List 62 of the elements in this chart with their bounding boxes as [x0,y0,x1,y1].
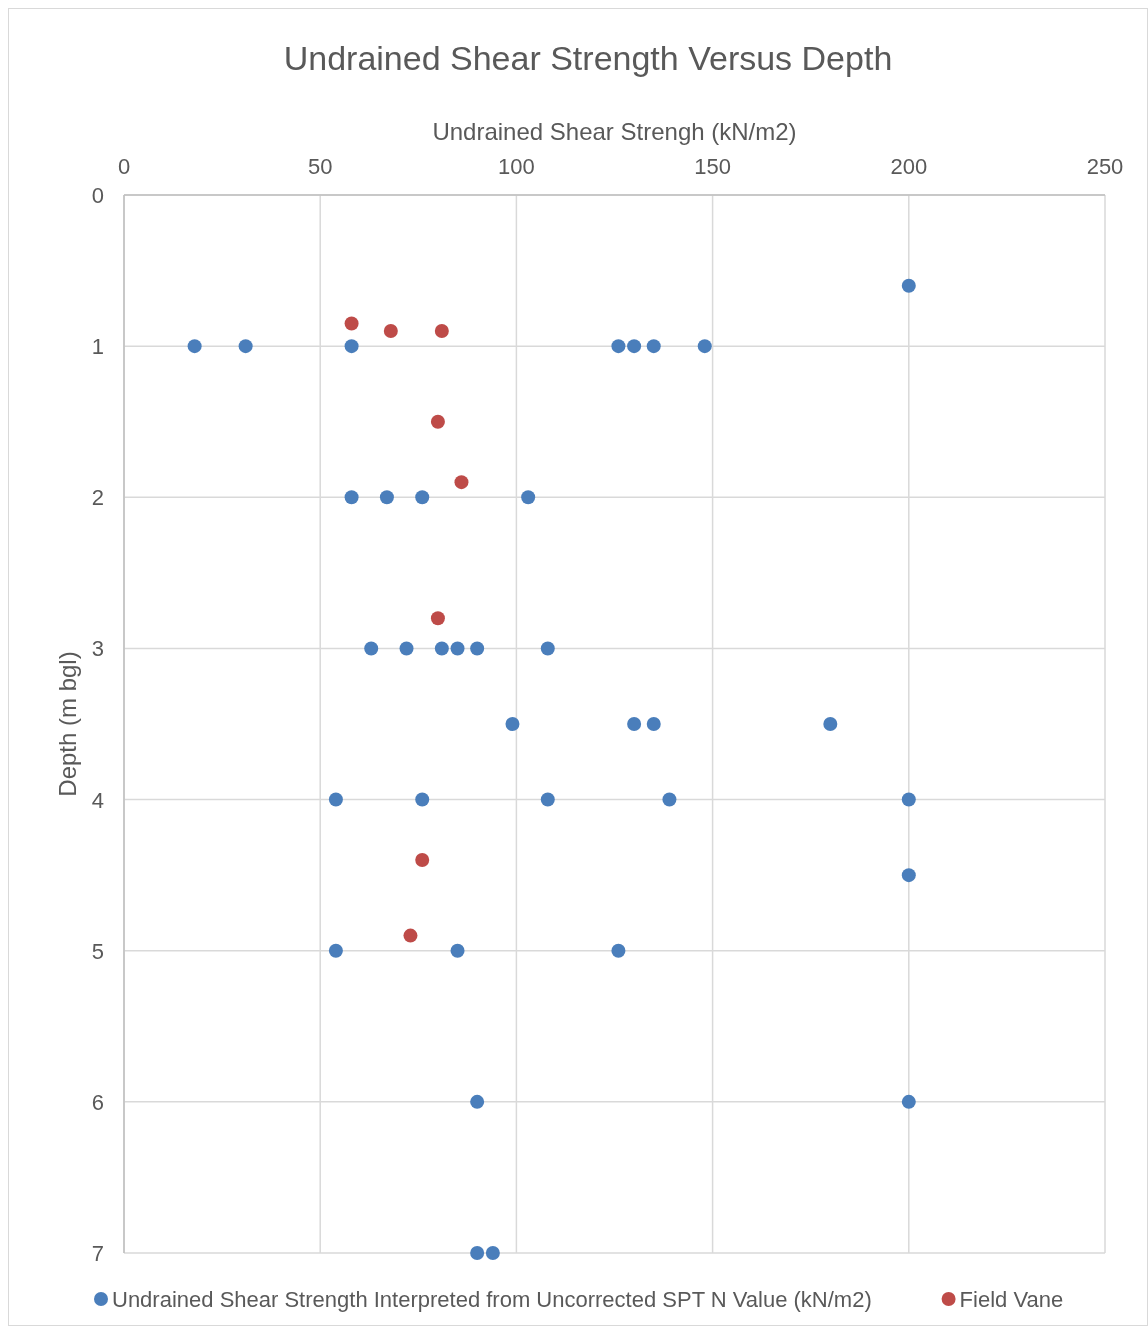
point [901,868,916,883]
point [662,792,677,807]
chart-title: Undrained Shear Strength Versus Depth [283,39,893,77]
point [470,1246,485,1260]
point [470,1094,485,1109]
point [901,792,916,807]
x-tick-label: 100 [498,154,535,179]
point [454,475,469,490]
point [611,943,626,958]
point [364,641,379,656]
point [344,316,359,331]
point [485,1246,500,1260]
point [450,943,465,958]
point [540,792,555,807]
y-tick-label: 3 [91,636,104,662]
point [627,339,642,354]
point [430,414,445,429]
point [646,717,661,731]
point [403,928,418,943]
y-tick-label: 0 [91,183,104,208]
x-tick-label: 50 [307,154,333,179]
point [187,339,202,354]
point [379,490,394,505]
y-tick-label: 2 [91,485,104,511]
point [430,611,445,626]
y-tick-label: 7 [91,1241,104,1266]
point [328,943,343,958]
point [450,641,465,656]
y-tick-label: 6 [91,1089,104,1115]
x-tick-label: 0 [117,154,131,179]
x-tick-label: 150 [694,154,731,179]
point [415,853,430,868]
y-axis-title: Depth (m bgl) [54,651,81,797]
point [415,490,430,505]
point [901,278,916,293]
point [470,641,485,656]
point [823,717,838,731]
y-tick-label: 5 [91,938,104,964]
y-tick-label: 1 [91,334,104,360]
point [434,324,449,339]
x-tick-label: 250 [1086,154,1124,179]
point [399,641,414,656]
point [415,792,430,807]
point [505,717,520,731]
legend-label: Field Vane [959,1287,1064,1312]
point [328,792,343,807]
point [611,339,626,354]
point [627,717,642,731]
point [646,339,661,354]
point [383,324,398,339]
point [434,641,449,656]
x-axis-title: Undrained Shear Strengh (kN/m2) [432,118,797,145]
point [901,1094,916,1109]
point [238,339,253,354]
point [344,339,359,354]
y-tick-label: 4 [91,787,104,813]
legend-label: Undrained Shear Strength Interpreted from Uncorrected SPT N Value (kN/m2) [112,1287,872,1312]
point [521,490,536,505]
point [697,339,712,354]
point [344,490,359,505]
x-tick-label: 200 [890,154,928,179]
point [540,641,555,656]
